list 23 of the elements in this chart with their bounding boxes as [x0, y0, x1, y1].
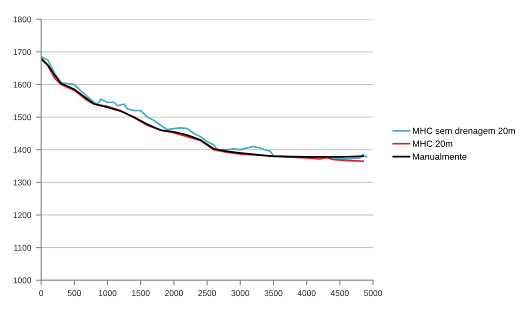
y-tick-label: 1700	[14, 49, 32, 55]
y-tick-label: 1400	[14, 146, 32, 153]
y-tick-label: 1600	[14, 82, 32, 88]
y-tick-label: 1800	[14, 16, 32, 22]
x-tick-label: 2500	[198, 290, 216, 296]
x-tick-label: 1500	[132, 290, 150, 296]
legend-label: MHC 20m	[412, 140, 452, 147]
x-tick-label: 4000	[298, 290, 316, 296]
y-tick-label: 1500	[14, 114, 32, 120]
y-tick-label: 1000	[14, 277, 32, 284]
y-tick-label: 1200	[14, 212, 32, 218]
y-tick-label: 1100	[14, 244, 32, 251]
y-tick-label: 1300	[14, 180, 32, 186]
x-tick-label: 500	[68, 290, 81, 296]
legend-label: Manualmente	[412, 153, 466, 160]
x-tick-label: 4500	[330, 290, 349, 296]
x-tick-label: 3500	[264, 290, 282, 296]
x-tick-label: 3000	[231, 290, 250, 296]
x-tick-label: 5000	[364, 290, 382, 296]
legend-label: MHC sem drenagem 20m	[412, 127, 515, 136]
x-tick-label: 1000	[98, 290, 116, 296]
x-tick-label: 0	[39, 290, 44, 296]
x-tick-label: 2000	[165, 290, 183, 296]
